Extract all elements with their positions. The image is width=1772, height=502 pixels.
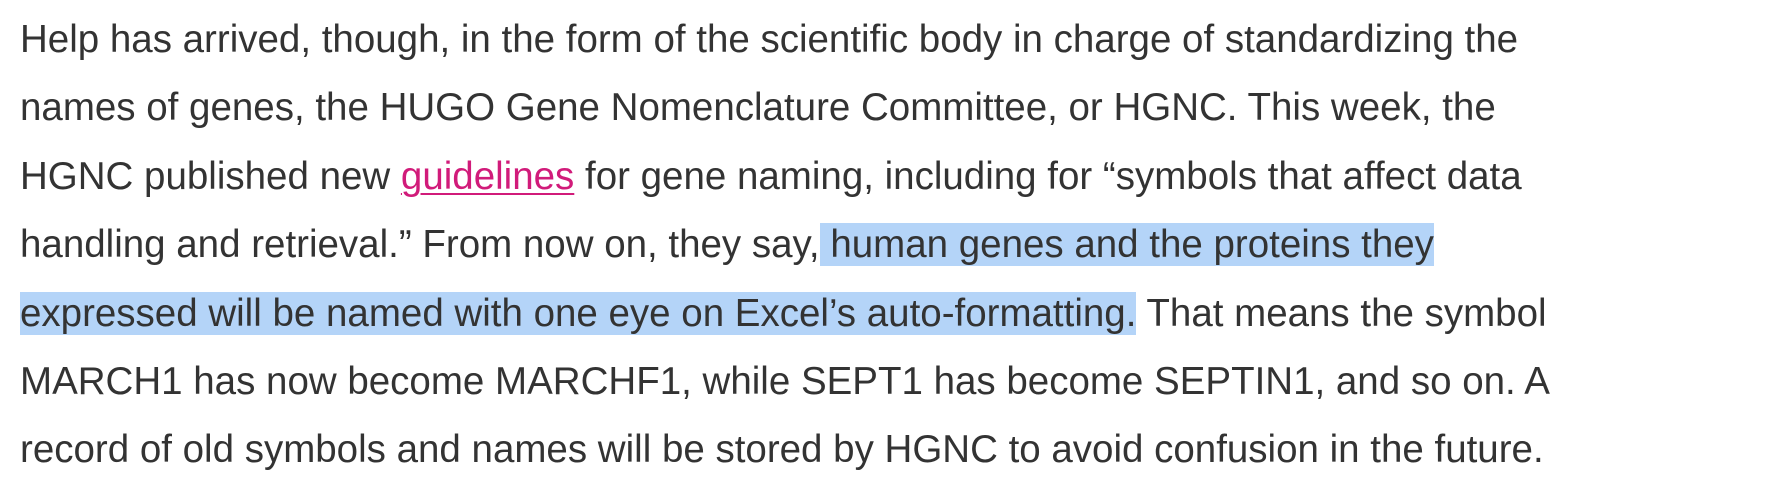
paragraph-line: expressed will be named with one eye on … [20, 280, 1760, 348]
paragraph-text: HGNC published new [20, 154, 401, 198]
paragraph-text: for gene naming, including for “symbols … [574, 154, 1522, 198]
paragraph-line: names of genes, the HUGO Gene Nomenclatu… [20, 86, 1496, 130]
article-paragraph: Help has arrived, though, in the form of… [20, 0, 1760, 485]
paragraph-text: handling and retrieval.” From now on, th… [20, 223, 820, 267]
paragraph-text: That means the symbol [1136, 291, 1547, 335]
paragraph-line: MARCH1 has now become MARCHF1, while SEP… [20, 359, 1550, 403]
selected-text[interactable]: human genes and the proteins they [819, 223, 1434, 267]
paragraph-line: Help has arrived, though, in the form of… [20, 18, 1519, 61]
selected-text[interactable]: expressed will be named with one eye on … [20, 291, 1137, 335]
paragraph-line: record of old symbols and names will be … [20, 428, 1544, 472]
guidelines-link[interactable]: guidelines [400, 154, 575, 198]
paragraph-line: HGNC published new guidelines for gene n… [20, 143, 1760, 211]
paragraph-line: handling and retrieval.” From now on, th… [20, 211, 1760, 279]
